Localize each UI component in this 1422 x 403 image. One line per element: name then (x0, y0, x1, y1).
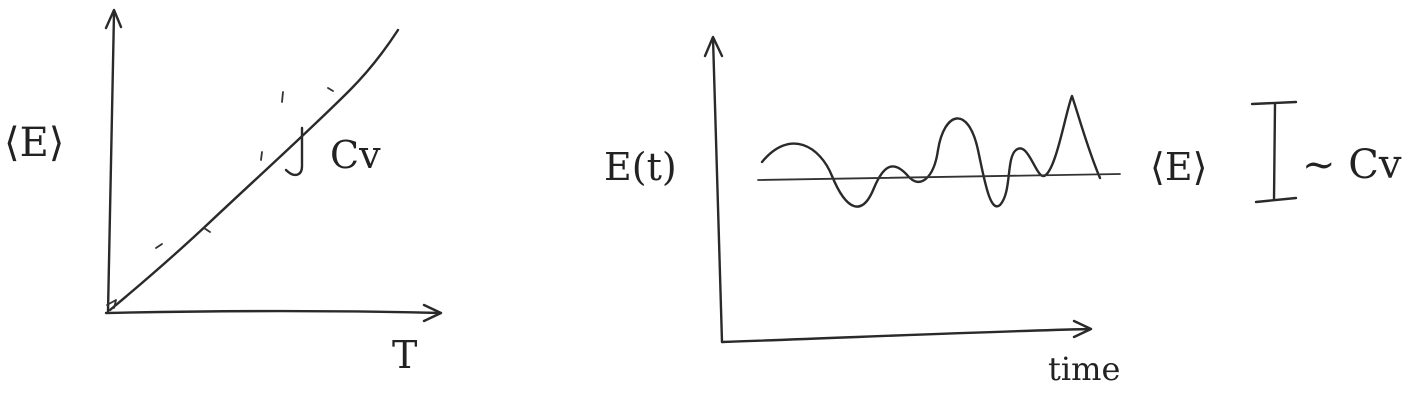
fluctuation-bracket-bottom (1254, 196, 1298, 204)
data-mark (155, 243, 163, 249)
energy-vs-temperature-diagram: Cv ⟨E⟩ T (4, 8, 443, 377)
data-mark (203, 227, 211, 233)
right-y-label: E(t) (604, 145, 677, 189)
data-mark (281, 91, 284, 103)
right-x-label: time (1048, 350, 1120, 388)
origin-mark (106, 299, 117, 309)
right-y-axis-arrowhead (703, 35, 724, 58)
data-mark (260, 151, 263, 161)
left-x-axis-arrowhead (422, 303, 443, 323)
energy-line (108, 28, 400, 312)
energy-fluctuation-signal (760, 94, 1102, 208)
left-y-axis-arrowhead (104, 8, 123, 30)
energy-vs-time-diagram: ⟨E⟩ ~ Cv E(t) time (604, 35, 1402, 388)
left-x-label: T (392, 333, 417, 377)
slope-bracket (284, 126, 304, 177)
fluctuation-bracket-stem (1272, 102, 1277, 202)
left-x-axis (104, 309, 442, 315)
mean-energy-line (757, 173, 1121, 181)
fluctuation-label: ~ Cv (1302, 142, 1402, 188)
mean-label: ⟨E⟩ (1150, 145, 1207, 189)
right-x-axis (720, 327, 1092, 344)
slope-label: Cv (330, 133, 381, 177)
right-y-axis (711, 36, 724, 344)
left-y-label: ⟨E⟩ (4, 120, 64, 166)
data-mark (327, 87, 334, 92)
fluctuation-bracket-top (1250, 100, 1298, 106)
right-x-axis-arrowhead (1072, 319, 1093, 339)
left-y-axis (106, 10, 116, 314)
